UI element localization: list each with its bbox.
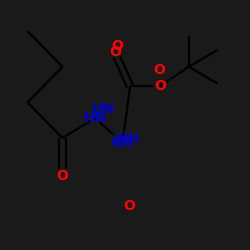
Text: O: O [153, 63, 165, 77]
Text: NH: NH [111, 136, 134, 150]
Text: O: O [154, 79, 166, 93]
Text: O: O [112, 39, 124, 53]
Text: O: O [109, 37, 126, 56]
Text: O: O [109, 46, 121, 60]
Text: NH: NH [112, 129, 145, 148]
Text: HN: HN [88, 99, 120, 118]
Text: HN: HN [84, 111, 106, 125]
Text: O: O [107, 43, 123, 62]
Text: O: O [120, 197, 137, 216]
Text: O: O [56, 169, 68, 183]
Text: HN: HN [79, 108, 111, 128]
Text: O: O [152, 77, 168, 96]
Text: O: O [123, 199, 135, 213]
Text: NH: NH [106, 134, 139, 152]
Text: O: O [54, 167, 71, 186]
Text: HN: HN [92, 102, 116, 116]
Text: NH: NH [117, 132, 140, 146]
Text: O: O [150, 60, 167, 80]
